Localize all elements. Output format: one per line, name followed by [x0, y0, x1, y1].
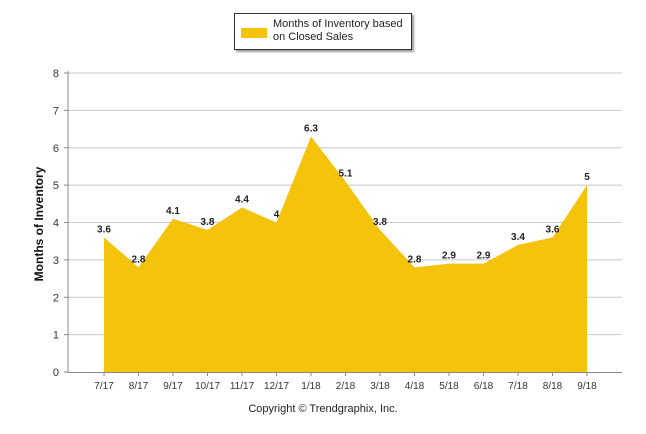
data-label: 4.1 — [166, 206, 180, 217]
x-tick-labels: 7/17 8/17 9/17 10/17 11/17 12/17 1/18 2/18 3/18 4… — [94, 381, 597, 392]
data-label: 3.8 — [373, 217, 387, 228]
x-tick-label: 12/17 — [264, 381, 289, 392]
data-label: 5.1 — [339, 168, 353, 179]
x-tick-label: 3/18 — [370, 381, 390, 392]
x-tick-label: 9/18 — [577, 381, 597, 392]
y-tick-label: 5 — [53, 180, 59, 192]
x-tick-label: 2/18 — [336, 381, 356, 392]
y-tick-label: 7 — [53, 105, 59, 117]
y-tick-label: 1 — [53, 330, 59, 342]
y-tick-label: 2 — [53, 292, 59, 304]
x-tick-label: 4/18 — [405, 381, 425, 392]
x-tick-label: 6/18 — [474, 381, 494, 392]
x-tick-label: 5/18 — [439, 381, 459, 392]
data-label: 3.6 — [546, 224, 560, 235]
data-label: 4.4 — [235, 195, 249, 206]
y-tick-label: 8 — [53, 68, 59, 80]
x-tick-label: 1/18 — [301, 381, 321, 392]
x-tick-label: 9/17 — [163, 381, 183, 392]
data-label: 2.8 — [408, 254, 422, 265]
area-fill — [104, 136, 587, 372]
data-label: 5 — [584, 172, 590, 183]
axes — [64, 71, 622, 376]
y-tick-label: 6 — [53, 143, 59, 155]
x-tick-label: 10/17 — [195, 381, 220, 392]
legend-label-line1: Months of Inventory based — [273, 18, 403, 30]
data-label: 3.8 — [201, 217, 215, 228]
data-label: 4 — [274, 210, 280, 221]
legend-label-line2: on Closed Sales — [273, 31, 354, 43]
legend-swatch — [241, 28, 267, 38]
y-tick-label: 0 — [53, 367, 59, 379]
x-tick-label: 7/18 — [508, 381, 528, 392]
data-label: 2.9 — [477, 251, 491, 262]
y-tick-label: 3 — [53, 255, 59, 267]
copyright-text: Copyright © Trendgraphix, Inc. — [248, 403, 398, 415]
data-labels: 3.6 2.8 4.1 3.8 4.4 4 6.3 5.1 3.8 2.8 2.9 2.9 3.4 3.6… — [97, 124, 590, 266]
y-axis-label: Months of Inventory — [32, 166, 46, 281]
y-tick-labels: 0 1 2 3 4 5 6 7 8 — [53, 68, 59, 379]
data-label: 2.8 — [132, 254, 146, 265]
legend-label: Months of Inventory based on Closed Sale… — [273, 18, 409, 44]
x-tick-label: 7/17 — [94, 381, 114, 392]
x-tick-label: 8/18 — [543, 381, 563, 392]
legend: Months of Inventory based on Closed Sale… — [234, 13, 412, 50]
area-series — [104, 136, 587, 372]
data-label: 3.4 — [511, 232, 525, 243]
data-label: 3.6 — [97, 224, 111, 235]
x-tick-label: 11/17 — [230, 381, 255, 392]
data-label: 2.9 — [442, 251, 456, 262]
x-tick-label: 8/17 — [129, 381, 149, 392]
data-label: 6.3 — [304, 124, 318, 135]
y-tick-label: 4 — [53, 218, 59, 230]
